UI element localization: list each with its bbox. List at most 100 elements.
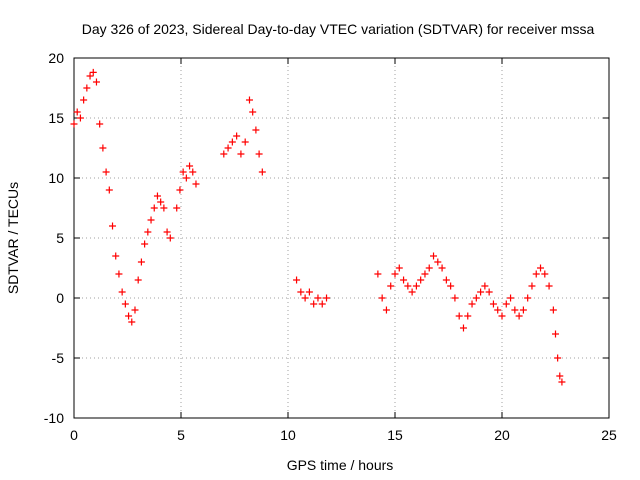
data-point	[468, 300, 476, 308]
data-point	[430, 252, 438, 260]
data-point	[395, 264, 403, 272]
data-point	[412, 282, 420, 290]
data-point	[421, 270, 429, 278]
data-point	[323, 294, 331, 302]
data-point	[549, 306, 557, 314]
data-point	[494, 306, 502, 314]
data-point	[157, 198, 165, 206]
data-point	[378, 294, 386, 302]
data-point	[477, 288, 485, 296]
data-point	[301, 294, 309, 302]
data-point	[314, 294, 322, 302]
data-point	[459, 324, 467, 332]
x-tick-label: 20	[494, 427, 510, 443]
data-point	[192, 180, 200, 188]
y-tick-label: 5	[56, 230, 64, 246]
data-point	[105, 186, 113, 194]
y-tick-label: -10	[44, 410, 64, 426]
data-point	[391, 270, 399, 278]
data-point	[417, 276, 425, 284]
data-point	[252, 126, 260, 134]
x-axis-ticks: 0 5 10 15 20 25	[70, 58, 617, 443]
data-point	[102, 168, 110, 176]
data-point	[237, 150, 245, 158]
data-point	[118, 288, 126, 296]
data-point	[141, 240, 149, 248]
data-point	[220, 150, 228, 158]
data-point	[147, 216, 155, 224]
data-point	[541, 270, 549, 278]
data-point	[121, 300, 129, 308]
data-point	[451, 294, 459, 302]
data-point	[511, 306, 519, 314]
data-point	[233, 132, 241, 140]
data-point	[160, 204, 168, 212]
chart-title: Day 326 of 2023, Sidereal Day-to-day VTE…	[82, 21, 595, 37]
data-point	[150, 204, 158, 212]
data-point	[255, 150, 263, 158]
data-point	[89, 68, 97, 76]
data-point	[464, 312, 472, 320]
data-point	[515, 312, 523, 320]
data-point	[554, 354, 562, 362]
data-point	[73, 108, 81, 116]
data-point	[310, 300, 318, 308]
data-point	[125, 312, 133, 320]
data-point	[80, 96, 88, 104]
y-tick-label: -5	[52, 350, 65, 366]
data-point	[447, 282, 455, 290]
data-point	[305, 288, 313, 296]
x-tick-label: 25	[601, 427, 617, 443]
data-point	[532, 270, 540, 278]
data-point	[318, 300, 326, 308]
data-point	[173, 204, 181, 212]
data-point	[249, 108, 257, 116]
data-point	[556, 372, 564, 380]
data-point	[258, 168, 266, 176]
data-point	[109, 222, 117, 230]
x-axis-label: GPS time / hours	[287, 457, 394, 473]
data-point	[507, 294, 515, 302]
x-tick-label: 5	[177, 427, 185, 443]
data-point	[387, 282, 395, 290]
data-point	[485, 288, 493, 296]
data-point	[112, 252, 120, 260]
y-tick-label: 20	[48, 50, 64, 66]
data-point	[425, 264, 433, 272]
data-point	[70, 120, 78, 128]
y-axis-ticks: -10 -5 0 5 10 15 20	[44, 50, 609, 426]
y-tick-label: 10	[48, 170, 64, 186]
y-tick-label: 15	[48, 110, 64, 126]
data-point	[115, 270, 123, 278]
data-point	[144, 228, 152, 236]
x-tick-label: 15	[387, 427, 403, 443]
data-point	[131, 306, 139, 314]
data-point	[228, 138, 236, 146]
data-point	[224, 144, 232, 152]
data-point	[524, 294, 532, 302]
data-point	[134, 276, 142, 284]
data-point	[96, 120, 104, 128]
data-point	[489, 300, 497, 308]
data-point	[241, 138, 249, 146]
data-point	[374, 270, 382, 278]
y-tick-label: 0	[56, 290, 64, 306]
x-tick-label: 10	[280, 427, 296, 443]
data-point	[455, 312, 463, 320]
data-point	[382, 306, 390, 314]
data-point	[552, 330, 559, 338]
data-point	[86, 72, 94, 80]
data-point	[245, 96, 253, 104]
data-point	[189, 168, 197, 176]
data-point	[481, 282, 489, 290]
data-point	[128, 318, 136, 326]
data-point	[99, 144, 107, 152]
grid-lines	[74, 58, 609, 418]
data-point	[297, 288, 305, 296]
data-point	[166, 234, 174, 242]
data-point	[92, 78, 100, 86]
data-point	[186, 162, 194, 170]
data-point	[404, 282, 412, 290]
data-point	[537, 264, 545, 272]
